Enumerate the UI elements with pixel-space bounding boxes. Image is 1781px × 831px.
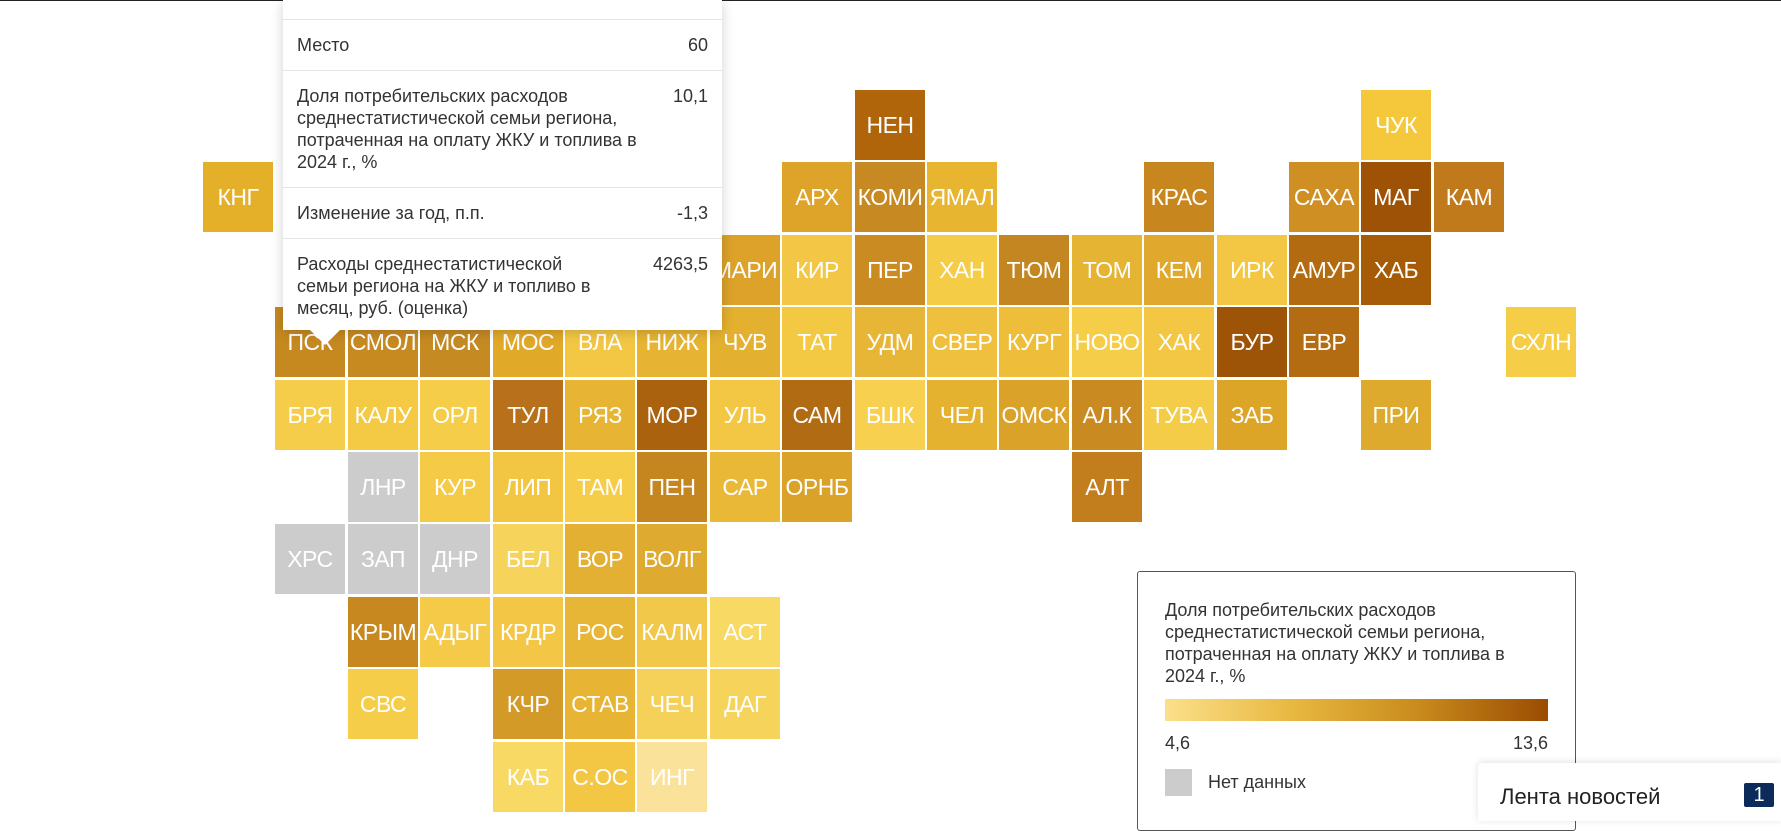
region-tile[interactable]: НЕН	[855, 90, 925, 160]
region-tile[interactable]: КЧР	[493, 669, 563, 739]
news-feed-button[interactable]: Лента новостей 1	[1478, 763, 1781, 821]
tooltip-row-expenses: Расходы среднестатистической семьи регио…	[283, 238, 722, 330]
region-tile[interactable]: КОМИ	[855, 162, 925, 232]
region-tile[interactable]: РЯЗ	[565, 380, 635, 450]
region-tile[interactable]: БРЯ	[275, 380, 345, 450]
region-tile[interactable]: ТУВА	[1144, 380, 1214, 450]
legend-gradient-bar	[1165, 699, 1548, 721]
top-border	[0, 0, 1781, 1]
tooltip-value: 10,1	[672, 86, 708, 106]
region-tooltip: Место 60 Доля потребительских расходов с…	[283, 0, 722, 330]
region-tile[interactable]: УЛЬ	[710, 380, 780, 450]
region-tile[interactable]: ЧУК	[1361, 90, 1431, 160]
tooltip-label: Изменение за год, п.п.	[297, 203, 485, 223]
news-feed-label: Лента новостей	[1500, 784, 1661, 809]
region-tile[interactable]: КРАС	[1144, 162, 1214, 232]
region-tile[interactable]: СТАВ	[565, 669, 635, 739]
region-tile[interactable]: РОС	[565, 597, 635, 667]
region-tile[interactable]: ДАГ	[710, 669, 780, 739]
tooltip-row-change: Изменение за год, п.п. -1,3	[283, 187, 722, 238]
region-tile[interactable]: ИНГ	[637, 742, 707, 812]
region-tile[interactable]: ТУЛ	[493, 380, 563, 450]
tooltip-label: Доля потребительских расходов среднестат…	[297, 86, 637, 172]
tooltip-label: Место	[297, 35, 350, 55]
region-tile[interactable]: БУР	[1217, 307, 1287, 377]
region-tile[interactable]: КУР	[420, 452, 490, 522]
tooltip-value: -1,3	[676, 203, 708, 223]
region-tile[interactable]: ХАБ	[1361, 235, 1431, 305]
no-data-label: Нет данных	[1208, 772, 1306, 792]
legend-title: Доля потребительских расходов среднестат…	[1165, 600, 1505, 686]
region-tile[interactable]: АСТ	[710, 597, 780, 667]
region-tile[interactable]: ОМСК	[999, 380, 1069, 450]
region-tile[interactable]: АРХ	[782, 162, 852, 232]
region-tile[interactable]: КРЫМ	[348, 597, 418, 667]
region-tile[interactable]: АЛ.К	[1072, 380, 1142, 450]
region-tile[interactable]: ХАК	[1144, 307, 1214, 377]
region-tile[interactable]: ХАН	[927, 235, 997, 305]
region-tile[interactable]: КАЛМ	[637, 597, 707, 667]
region-tile[interactable]: БЕЛ	[493, 524, 563, 594]
region-tile[interactable]: САМ	[782, 380, 852, 450]
region-tile[interactable]: ЛНР	[348, 452, 418, 522]
region-tile[interactable]: ЧЕЧ	[637, 669, 707, 739]
region-tile[interactable]: КРДР	[493, 597, 563, 667]
region-tile[interactable]: КАЛУ	[348, 380, 418, 450]
region-tile[interactable]: АЛТ	[1072, 452, 1142, 522]
region-tile[interactable]: ЛИП	[493, 452, 563, 522]
region-tile[interactable]: ЗАБ	[1217, 380, 1287, 450]
tooltip-pointer	[310, 330, 340, 345]
region-tile[interactable]: СВС	[348, 669, 418, 739]
tooltip-value: 60	[687, 35, 708, 55]
region-tile[interactable]: УДМ	[855, 307, 925, 377]
region-tile[interactable]: СВЕР	[927, 307, 997, 377]
region-tile[interactable]: ОРЛ	[420, 380, 490, 450]
region-tile[interactable]: АДЫГ	[420, 597, 490, 667]
region-tile[interactable]: ВЛА	[565, 307, 635, 377]
region-tile[interactable]: ТОМ	[1072, 235, 1142, 305]
region-tile[interactable]: КНГ	[203, 162, 273, 232]
region-tile[interactable]: ВОЛГ	[637, 524, 707, 594]
region-tile[interactable]: МАГ	[1361, 162, 1431, 232]
region-tile[interactable]: ЧЕЛ	[927, 380, 997, 450]
region-tile[interactable]: ПЕН	[637, 452, 707, 522]
tooltip-row-share: Доля потребительских расходов среднестат…	[283, 70, 722, 187]
region-tile[interactable]: АМУР	[1289, 235, 1359, 305]
legend-max-value: 13,6	[1512, 733, 1548, 753]
region-tile[interactable]: САХА	[1289, 162, 1359, 232]
region-tile[interactable]: ХРС	[275, 524, 345, 594]
region-tile[interactable]: ТАТ	[782, 307, 852, 377]
tooltip-row-rank: Место 60	[283, 19, 722, 70]
region-tile[interactable]: КИР	[782, 235, 852, 305]
region-tile[interactable]: С.ОС	[565, 742, 635, 812]
region-tile[interactable]: КУРГ	[999, 307, 1069, 377]
region-tile[interactable]: СХЛН	[1506, 307, 1576, 377]
region-tile[interactable]: МОР	[637, 380, 707, 450]
region-tile[interactable]: ЕВР	[1289, 307, 1359, 377]
region-tile[interactable]: КАБ	[493, 742, 563, 812]
region-tile[interactable]: КАМ	[1434, 162, 1504, 232]
no-data-swatch	[1165, 769, 1192, 796]
tooltip-label: Расходы среднестатистической семьи регио…	[297, 254, 591, 318]
legend-panel: Доля потребительских расходов среднестат…	[1137, 571, 1576, 831]
region-tile[interactable]: САР	[710, 452, 780, 522]
region-tile[interactable]: ВОР	[565, 524, 635, 594]
region-tile[interactable]: ЗАП	[348, 524, 418, 594]
region-tile[interactable]: КЕМ	[1144, 235, 1214, 305]
region-tile[interactable]: БШК	[855, 380, 925, 450]
region-tile[interactable]: ИРК	[1217, 235, 1287, 305]
region-tile[interactable]: НОВО	[1072, 307, 1142, 377]
region-tile[interactable]: ПРИ	[1361, 380, 1431, 450]
region-tile[interactable]: ЯМАЛ	[927, 162, 997, 232]
region-tile[interactable]: ОРНБ	[782, 452, 852, 522]
region-tile[interactable]: ТЮМ	[999, 235, 1069, 305]
region-tile[interactable]: ТАМ	[565, 452, 635, 522]
region-tile[interactable]: ПЕР	[855, 235, 925, 305]
news-count-badge: 1	[1744, 783, 1774, 807]
region-tile[interactable]: ДНР	[420, 524, 490, 594]
legend-min-value: 4,6	[1165, 733, 1191, 753]
tooltip-value: 4263,5	[652, 254, 708, 274]
